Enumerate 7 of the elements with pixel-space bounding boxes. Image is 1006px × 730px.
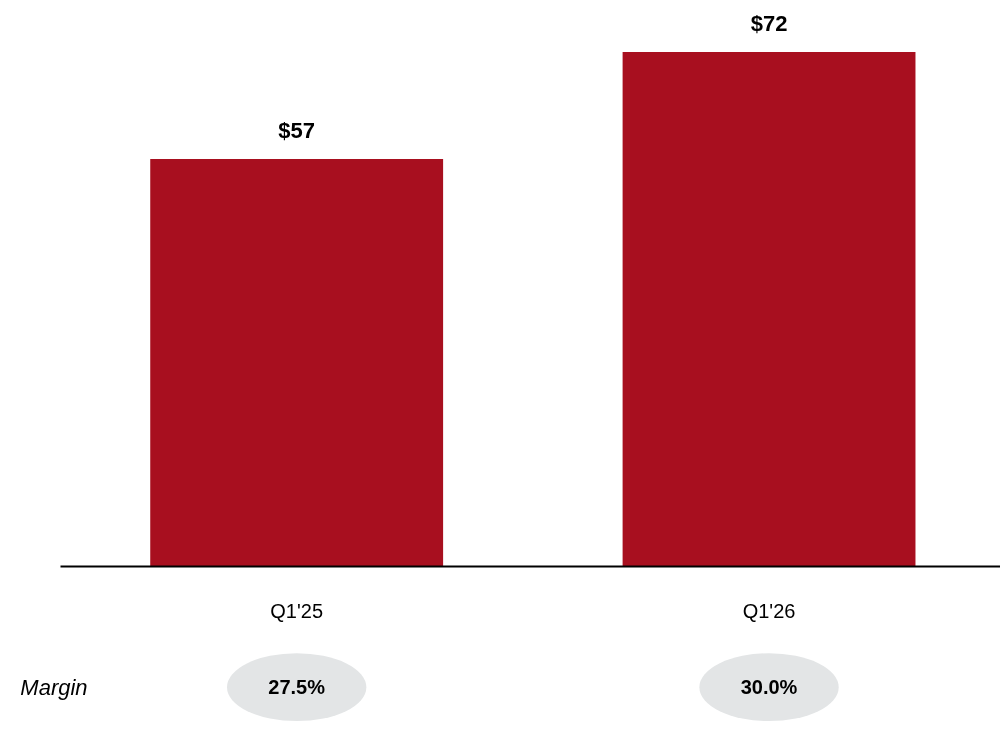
x-tick-label: Q1'26 <box>742 600 796 623</box>
x-tick-label: Q1'25 <box>270 600 324 623</box>
text: Margin <box>20 674 88 700</box>
text: 30.0% <box>740 676 798 699</box>
data-label: $72 <box>750 10 788 36</box>
text: 27.5% <box>268 676 326 699</box>
data-label: $57 <box>278 118 316 144</box>
